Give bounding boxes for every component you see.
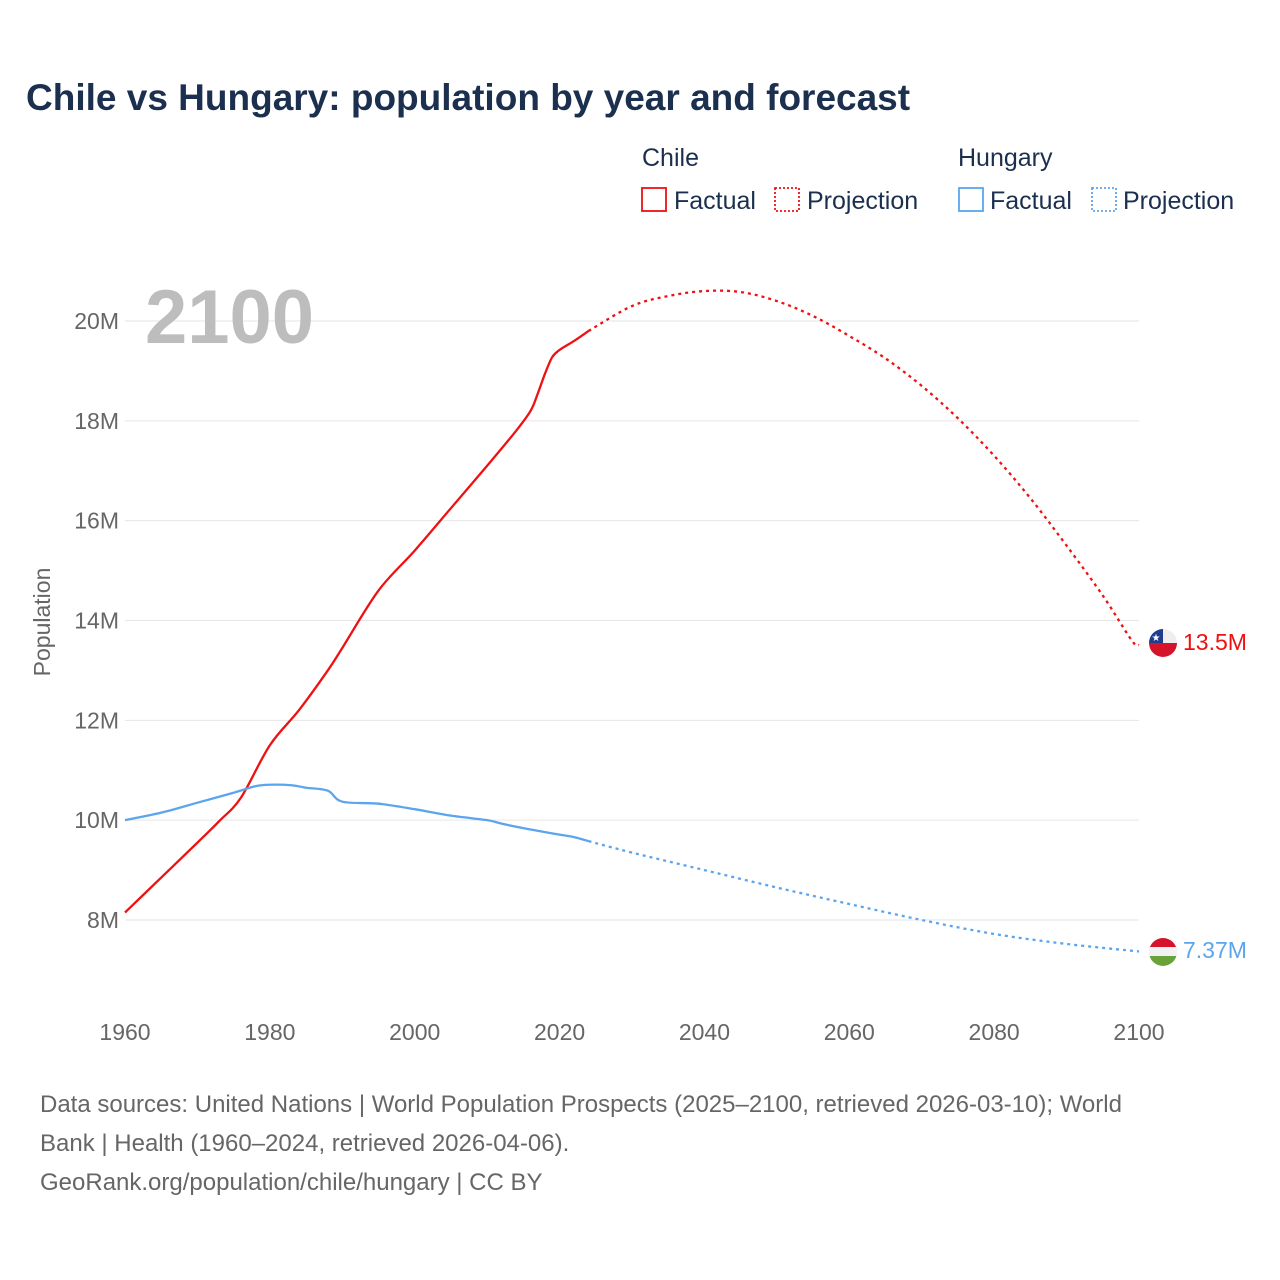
x-tick-label: 2080 xyxy=(969,1019,1020,1045)
x-tick-label: 2040 xyxy=(679,1019,730,1045)
chile-projection-line xyxy=(587,289,1140,647)
x-tick-label: 2100 xyxy=(1113,1019,1164,1045)
y-tick-label: 14M xyxy=(74,608,119,634)
legend-swatch-chile-factual xyxy=(641,187,667,212)
credit-link[interactable]: GeoRank.org/population/chile/hungary | C… xyxy=(40,1169,543,1196)
legend-swatch-chile-projection xyxy=(774,187,800,212)
legend-hungary-projection[interactable]: Projection xyxy=(1123,187,1234,215)
series-lines xyxy=(124,289,1140,953)
x-tick-label: 2000 xyxy=(389,1019,440,1045)
y-tick-label: 18M xyxy=(74,408,119,434)
y-axis-label: Population xyxy=(29,568,55,677)
gridlines xyxy=(125,320,1139,921)
legend-chile-factual[interactable]: Factual xyxy=(674,187,756,215)
legend-chile-projection[interactable]: Projection xyxy=(807,187,918,215)
x-tick-label: 2020 xyxy=(534,1019,585,1045)
sources-line-2: Bank | Health (1960–2024, retrieved 2026… xyxy=(40,1130,569,1157)
chile-flag: ★ xyxy=(1149,629,1177,657)
y-tick-label: 10M xyxy=(74,807,119,833)
legend-group-chile: Chile xyxy=(642,144,699,172)
legend-swatch-hungary-factual xyxy=(958,187,984,212)
y-tick-label: 12M xyxy=(74,707,119,733)
chart-title: Chile vs Hungary: population by year and… xyxy=(26,77,910,118)
y-tick-label: 8M xyxy=(87,907,119,933)
sources-line-1: Data sources: United Nations | World Pop… xyxy=(40,1091,1122,1118)
y-tick-label: 16M xyxy=(74,508,119,534)
svg-text:★: ★ xyxy=(1152,633,1161,644)
legend-hungary-factual[interactable]: Factual xyxy=(990,187,1072,215)
y-tick-label: 20M xyxy=(74,308,119,334)
x-axis-ticks: 1960 1980 2000 2020 2040 2060 2080 2100 xyxy=(99,1019,1164,1045)
hungary-projection-line xyxy=(588,840,1140,953)
legend-group-hungary: Hungary xyxy=(958,144,1053,172)
chile-factual-line xyxy=(124,330,590,914)
x-tick-label: 1980 xyxy=(244,1019,295,1045)
y-axis-ticks: 8M 10M 12M 14M 16M 18M 20M xyxy=(74,308,119,933)
year-display: 2100 xyxy=(145,275,314,360)
hungary-factual-line xyxy=(124,783,589,843)
hungary-flag xyxy=(1149,938,1177,966)
x-tick-label: 1960 xyxy=(99,1019,150,1045)
legend: Chile Factual Projection Hungary Factual… xyxy=(641,144,1234,215)
x-tick-label: 2060 xyxy=(824,1019,875,1045)
chile-end-label: 13.5M xyxy=(1183,629,1247,655)
hungary-end-label: 7.37M xyxy=(1183,937,1247,963)
legend-swatch-hungary-projection xyxy=(1091,187,1117,212)
